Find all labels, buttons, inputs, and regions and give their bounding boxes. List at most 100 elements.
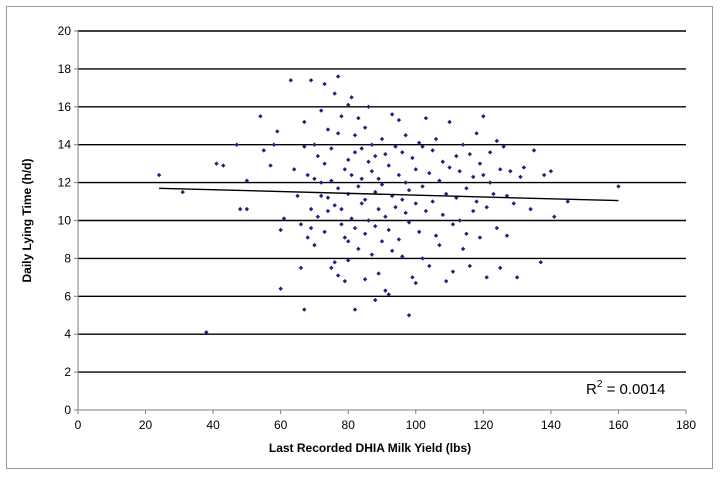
data-point-98 [383, 288, 388, 293]
data-point-14 [278, 227, 283, 233]
data-point-107 [393, 144, 398, 149]
data-point-128 [420, 184, 425, 189]
data-point-101 [386, 163, 391, 168]
data-point-66 [349, 172, 354, 178]
data-point-190 [565, 199, 570, 204]
data-point-145 [447, 165, 452, 170]
data-point-8 [244, 178, 250, 183]
data-point-76 [359, 201, 364, 206]
axes [74, 30, 687, 414]
data-point-62 [346, 258, 351, 263]
data-point-9 [258, 114, 263, 119]
data-point-22 [302, 307, 307, 312]
x-tick-label-20: 20 [139, 418, 153, 432]
data-point-93 [376, 271, 381, 276]
data-point-127 [416, 229, 422, 235]
data-point-42 [325, 195, 331, 200]
data-point-135 [430, 148, 435, 153]
data-point-144 [443, 191, 449, 197]
x-tick-label-0: 0 [75, 418, 82, 432]
data-point-89 [373, 223, 378, 229]
data-point-37 [319, 193, 324, 199]
data-point-90 [373, 297, 378, 303]
data-point-183 [521, 165, 527, 170]
y-tick-label-4: 4 [64, 327, 71, 341]
data-point-54 [339, 206, 344, 212]
data-point-132 [423, 208, 429, 214]
data-point-157 [467, 151, 473, 157]
data-point-114 [400, 254, 405, 259]
data-point-129 [420, 144, 425, 149]
data-point-133 [427, 170, 432, 176]
data-point-30 [312, 142, 317, 147]
r-squared-value: = 0.0014 [602, 381, 665, 398]
data-point-6 [237, 206, 243, 212]
data-point-45 [329, 265, 334, 271]
x-tick-label-160: 160 [608, 418, 628, 432]
y-tick-label-8: 8 [64, 251, 71, 265]
data-point-136 [430, 199, 435, 204]
data-point-68 [352, 133, 358, 138]
data-point-141 [440, 212, 445, 218]
data-point-148 [450, 269, 456, 274]
data-point-109 [396, 172, 402, 178]
data-point-154 [460, 142, 466, 147]
x-tick-label-120: 120 [473, 418, 493, 432]
data-point-78 [362, 231, 368, 236]
data-point-25 [305, 235, 310, 240]
data-point-184 [528, 206, 533, 212]
data-point-120 [406, 187, 412, 193]
r-squared-sup: 2 [597, 379, 603, 390]
data-point-138 [433, 136, 439, 142]
data-point-137 [433, 233, 439, 238]
data-point-36 [319, 180, 324, 185]
data-point-153 [460, 246, 466, 252]
data-point-116 [403, 133, 408, 138]
data-point-53 [335, 273, 341, 278]
data-point-55 [339, 222, 344, 227]
y-tick-label-6: 6 [64, 289, 71, 303]
data-point-191 [616, 184, 621, 189]
data-point-181 [514, 275, 520, 280]
data-point-83 [366, 159, 371, 164]
data-point-123 [413, 201, 418, 206]
data-point-87 [369, 142, 375, 147]
data-point-1 [180, 189, 185, 195]
data-point-34 [315, 214, 321, 219]
data-point-59 [342, 278, 348, 284]
data-point-67 [349, 216, 354, 221]
trendline [159, 187, 619, 202]
data-point-118 [406, 313, 412, 318]
data-point-186 [538, 259, 543, 265]
data-point-4 [221, 163, 226, 168]
data-point-5 [234, 142, 239, 147]
data-point-179 [508, 169, 513, 174]
data-point-115 [403, 210, 408, 216]
data-point-63 [346, 102, 351, 108]
data-point-170 [487, 150, 493, 155]
data-point-124 [413, 167, 418, 172]
data-point-75 [359, 146, 364, 151]
data-point-33 [315, 153, 321, 159]
data-point-176 [501, 144, 506, 149]
data-point-126 [416, 140, 422, 146]
data-point-147 [450, 222, 456, 227]
data-point-84 [366, 218, 371, 223]
data-point-171 [491, 191, 496, 197]
data-point-21 [298, 222, 304, 227]
data-point-174 [498, 167, 503, 172]
data-point-12 [271, 142, 277, 147]
data-point-168 [484, 275, 489, 280]
y-tick-label-16: 16 [58, 100, 72, 114]
data-point-173 [494, 138, 500, 144]
gridlines [78, 30, 686, 373]
r-squared-annotation: R2 = 0.0014 [586, 379, 665, 398]
data-point-28 [308, 206, 314, 212]
data-point-40 [322, 229, 327, 235]
data-point-164 [477, 161, 483, 166]
data-point-38 [322, 81, 327, 87]
data-point-146 [447, 119, 452, 125]
data-point-2 [204, 330, 209, 335]
data-point-24 [302, 144, 307, 149]
data-point-158 [467, 263, 473, 269]
